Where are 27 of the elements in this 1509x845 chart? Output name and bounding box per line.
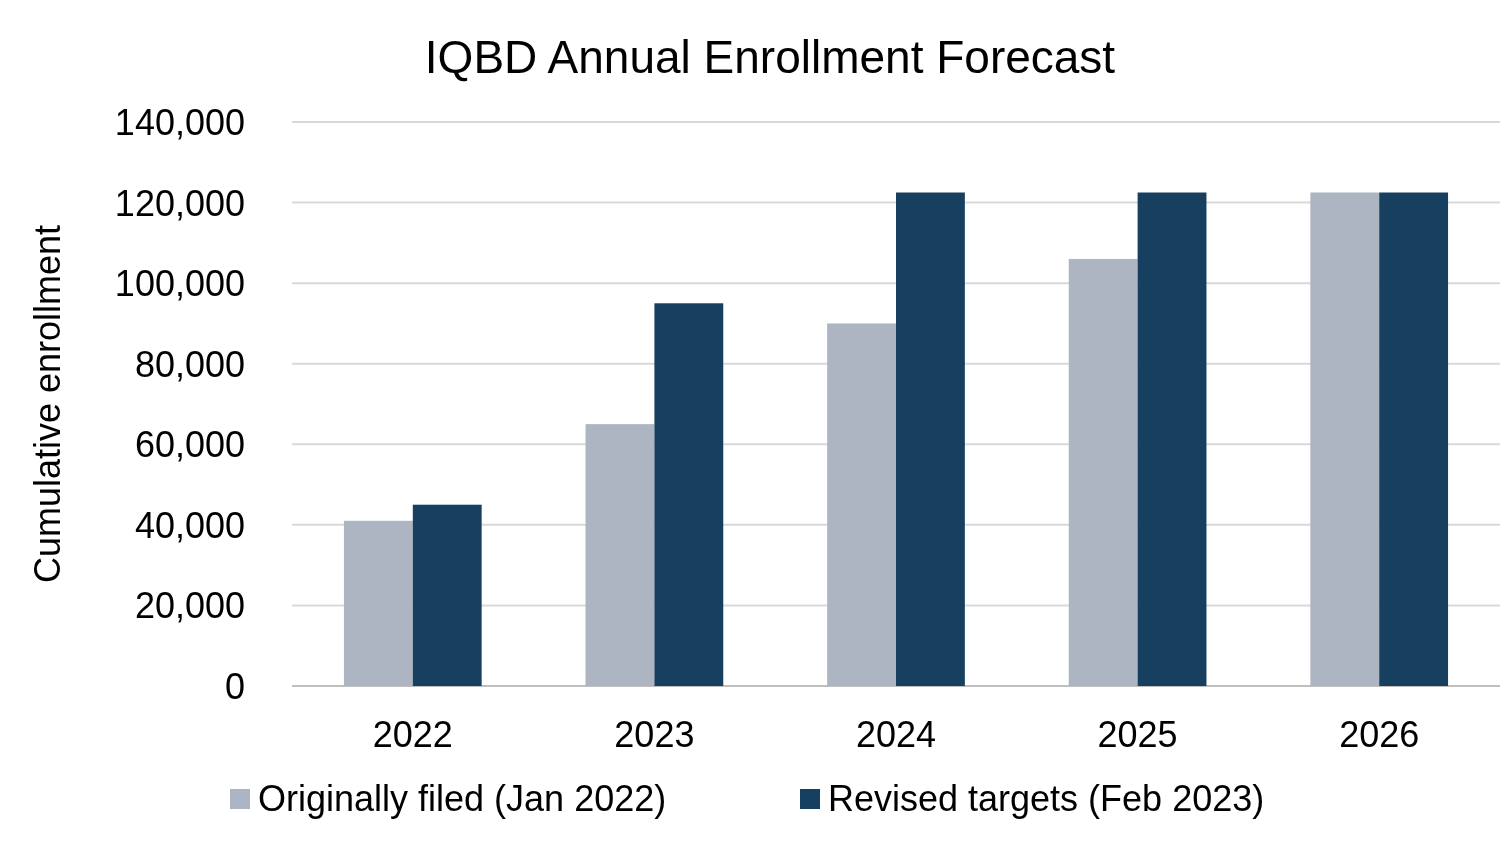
- x-tick-label: 2024: [855, 714, 937, 755]
- x-tick-label: 2022: [372, 714, 453, 755]
- chart-title: IQBD Annual Enrollment Forecast: [424, 31, 1116, 83]
- y-tick-label: 80,000: [134, 343, 245, 385]
- x-tick-label: 2026: [1339, 714, 1420, 755]
- bar: [896, 192, 965, 686]
- x-tick-label: 2023: [614, 714, 695, 755]
- y-tick-label: 40,000: [134, 504, 245, 546]
- legend-label: Originally filed (Jan 2022): [258, 778, 667, 819]
- y-tick-label: 20,000: [134, 585, 245, 627]
- legend-label: Revised targets (Feb 2023): [828, 778, 1265, 819]
- bar: [1137, 192, 1207, 686]
- bar: [1379, 192, 1449, 686]
- x-tick-label: 2025: [1097, 714, 1178, 755]
- y-tick-label: 100,000: [114, 263, 245, 305]
- y-tick-label: 120,000: [114, 182, 245, 224]
- bar: [585, 424, 655, 686]
- y-tick-label: 140,000: [114, 102, 245, 143]
- bar: [827, 323, 896, 686]
- bar: [412, 504, 482, 686]
- bar: [1068, 258, 1138, 686]
- bar: [343, 520, 413, 686]
- bar: [654, 303, 724, 686]
- bar: [1310, 192, 1380, 686]
- y-tick-label: 0: [224, 666, 245, 707]
- y-tick-label: 60,000: [134, 424, 245, 466]
- y-axis-title: Cumulative enrollment: [27, 224, 68, 584]
